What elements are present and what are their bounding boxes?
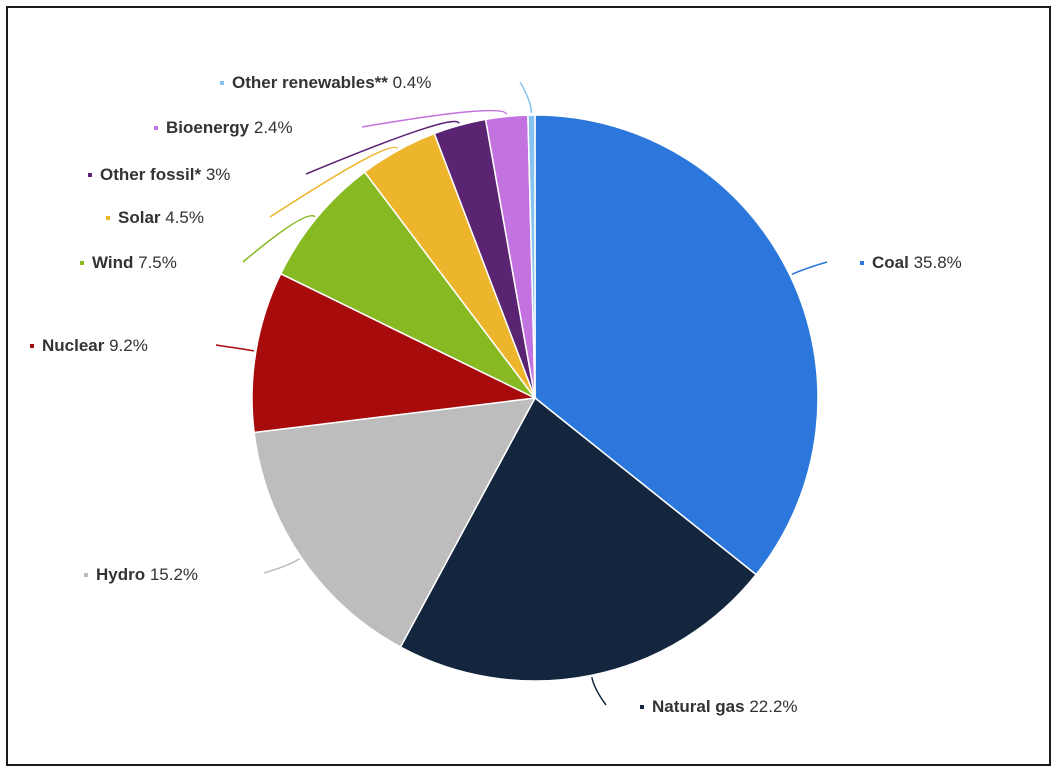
data-label-value: 7.5% xyxy=(133,253,176,272)
pie-slice-wind[interactable] xyxy=(279,170,536,399)
data-label-name: Hydro xyxy=(96,565,145,584)
data-label-name: Other fossil* xyxy=(100,165,201,184)
connector-hydro xyxy=(263,558,301,574)
connector-wind xyxy=(242,214,316,263)
label-marker-wind xyxy=(80,261,84,265)
label-marker-solar xyxy=(106,216,110,220)
pie-slice-other-renewables[interactable] xyxy=(527,114,536,399)
data-label-value: 35.8% xyxy=(909,253,962,272)
data-label-other-fossil: Other fossil* 3% xyxy=(100,165,230,184)
pie-slice-nuclear[interactable] xyxy=(251,272,538,434)
label-marker-other-renewables xyxy=(220,81,224,85)
data-label-value: 2.4% xyxy=(249,118,292,137)
connector-nuclear xyxy=(215,344,255,352)
label-marker-natural-gas xyxy=(640,705,644,709)
data-label-name: Coal xyxy=(872,253,909,272)
label-marker-coal xyxy=(860,261,864,265)
data-label-name: Solar xyxy=(118,208,161,227)
label-marker-other-fossil xyxy=(88,173,92,177)
data-label-name: Wind xyxy=(92,253,133,272)
data-label-value: 15.2% xyxy=(145,565,198,584)
data-label-name: Nuclear xyxy=(42,336,105,355)
connector-solar xyxy=(269,146,398,218)
data-label-other-renewables: Other renewables** 0.4% xyxy=(232,73,431,92)
pie-slice-coal[interactable] xyxy=(534,114,819,576)
label-marker-bioenergy xyxy=(154,126,158,130)
data-label-value: 3% xyxy=(201,165,230,184)
data-label-wind: Wind 7.5% xyxy=(92,253,177,272)
data-label-value: 4.5% xyxy=(161,208,204,227)
connector-other-renewables xyxy=(519,81,533,114)
data-label-name: Other renewables** xyxy=(232,73,388,92)
data-label-name: Bioenergy xyxy=(166,118,250,137)
data-label-hydro: Hydro 15.2% xyxy=(96,565,198,584)
data-label-value: 9.2% xyxy=(104,336,147,355)
connector-coal xyxy=(791,261,828,276)
data-label-coal: Coal 35.8% xyxy=(872,253,962,272)
pie-slice-natural-gas[interactable] xyxy=(399,396,758,682)
data-label-value: 22.2% xyxy=(745,697,798,716)
connector-natural-gas xyxy=(591,677,607,706)
pie-slice-hydro[interactable] xyxy=(253,397,537,648)
data-label-nuclear: Nuclear 9.2% xyxy=(42,336,148,355)
data-label-bioenergy: Bioenergy 2.4% xyxy=(166,118,293,137)
data-label-name: Natural gas xyxy=(652,697,745,716)
connector-other-fossil xyxy=(305,120,460,175)
label-marker-hydro xyxy=(84,573,88,577)
label-marker-nuclear xyxy=(30,344,34,348)
data-label-solar: Solar 4.5% xyxy=(118,208,204,227)
connector-bioenergy xyxy=(361,109,508,128)
data-label-value: 0.4% xyxy=(388,73,431,92)
data-label-natural-gas: Natural gas 22.2% xyxy=(652,697,798,716)
